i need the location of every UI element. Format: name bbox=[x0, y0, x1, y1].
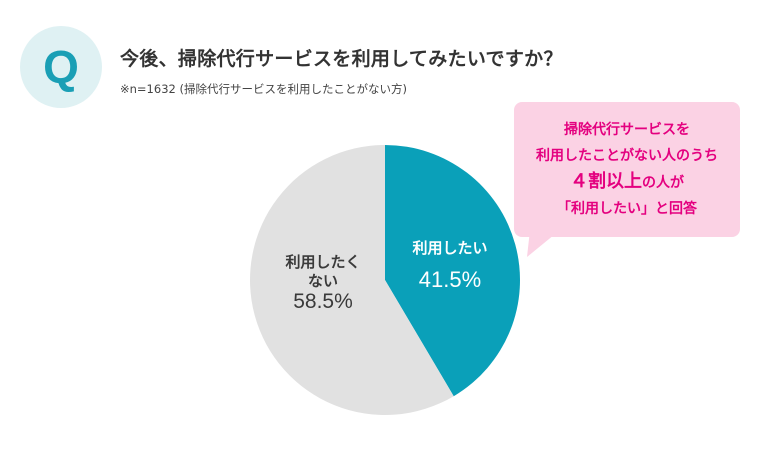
question-title: 今後、掃除代行サービスを利用してみたいですか？ bbox=[120, 48, 563, 70]
callout-line-1: 掃除代行サービスを bbox=[564, 122, 690, 138]
callout-line-2: 利用したことがない人のうち bbox=[536, 148, 718, 164]
callout-line-3: ４割以上の人が bbox=[514, 169, 740, 196]
pie-slice-1 bbox=[385, 145, 520, 397]
slice-label-2: 利用したくない bbox=[285, 253, 360, 290]
slice-value-2: 58.5% bbox=[293, 290, 353, 313]
slice-label-1: 利用したい bbox=[412, 239, 487, 257]
callout-line-3-rest: の人が bbox=[642, 175, 684, 191]
question-badge-letter: Q bbox=[43, 41, 79, 93]
question-badge: Q bbox=[20, 26, 102, 108]
pie-slices bbox=[249, 145, 520, 415]
callout-line-4: 「利用したい」と回答 bbox=[557, 201, 697, 217]
sample-note: ※n=1632 (掃除代行サービスを利用したことがない方) bbox=[120, 82, 407, 96]
callout-highlight: ４割以上 bbox=[570, 171, 642, 192]
pie-slice-2 bbox=[249, 145, 454, 415]
callout-box: 掃除代行サービスを 利用したことがない人のうち ４割以上の人が 「利用したい」と… bbox=[514, 102, 740, 237]
slice-value-1: 41.5% bbox=[419, 267, 481, 292]
